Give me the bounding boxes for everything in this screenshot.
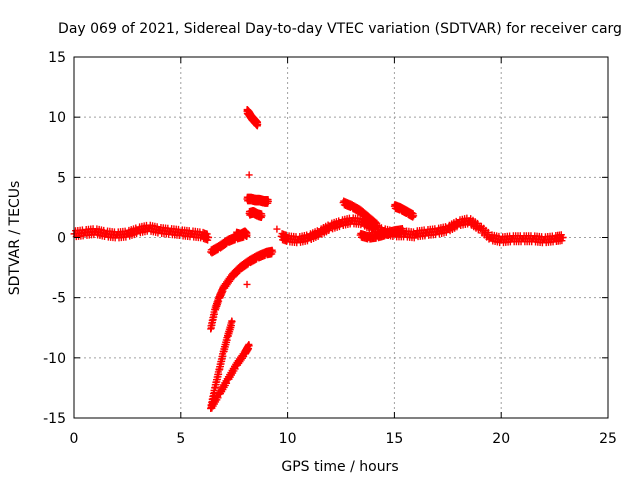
data-point xyxy=(245,342,253,350)
x-tick-label: 5 xyxy=(176,431,185,447)
y-tick-label: -15 xyxy=(43,411,66,427)
x-tick-labels: 0 5 10 15 20 25 xyxy=(70,431,617,447)
data-point xyxy=(335,223,343,231)
series-base xyxy=(70,221,213,244)
axis-ticks xyxy=(73,56,609,419)
series-isolated xyxy=(243,171,281,288)
series-mid2 xyxy=(245,207,266,221)
data-point xyxy=(245,171,253,179)
data-point xyxy=(474,219,482,227)
y-tick-labels: -15 -10 -5 0 5 10 15 xyxy=(43,50,66,427)
data-point xyxy=(205,234,213,241)
data-point xyxy=(258,212,266,220)
x-axis-label: GPS time / hours xyxy=(281,459,398,475)
x-tick-label: 10 xyxy=(279,431,297,447)
data-point xyxy=(559,234,567,241)
data-point xyxy=(399,226,407,234)
series-cluster1 xyxy=(232,227,251,241)
y-tick-label: 10 xyxy=(48,110,66,126)
data-point xyxy=(243,231,251,239)
data-point xyxy=(373,221,381,229)
series-fall1 xyxy=(207,246,277,333)
chart-title: Day 069 of 2021, Sidereal Day-to-day VTE… xyxy=(58,21,622,37)
data-point xyxy=(484,228,492,236)
data-point xyxy=(273,225,281,233)
y-tick-label: 0 xyxy=(57,231,66,247)
data-point xyxy=(133,230,141,238)
series-spike xyxy=(243,106,262,130)
series-fall3 xyxy=(207,341,253,412)
series-mid1 xyxy=(243,193,272,207)
data-point xyxy=(228,318,236,326)
series-arc2 xyxy=(356,225,407,243)
data-point xyxy=(264,197,272,205)
series-fall2 xyxy=(207,317,236,412)
data-point xyxy=(254,120,262,128)
x-tick-label: 25 xyxy=(599,431,617,447)
x-tick-label: 0 xyxy=(70,431,79,447)
data-point xyxy=(453,223,461,231)
x-tick-label: 20 xyxy=(492,431,510,447)
data-point xyxy=(203,230,211,238)
series-arc1 xyxy=(339,197,381,230)
y-axis-label: SDTVAR / TECUs xyxy=(7,181,23,296)
data-point xyxy=(410,212,418,220)
data-point xyxy=(325,227,333,235)
y-tick-label: 5 xyxy=(57,170,66,186)
y-tick-label: -10 xyxy=(43,351,66,367)
data-point xyxy=(303,237,311,245)
x-tick-label: 15 xyxy=(385,431,403,447)
y-tick-label: 15 xyxy=(48,50,66,66)
series-arc3 xyxy=(390,201,418,221)
data-point xyxy=(442,228,450,236)
data-point xyxy=(314,232,322,240)
data-points xyxy=(70,106,567,412)
y-tick-label: -5 xyxy=(52,291,66,307)
data-point xyxy=(269,248,277,256)
data-point xyxy=(243,280,251,288)
series-base3 xyxy=(412,214,567,247)
